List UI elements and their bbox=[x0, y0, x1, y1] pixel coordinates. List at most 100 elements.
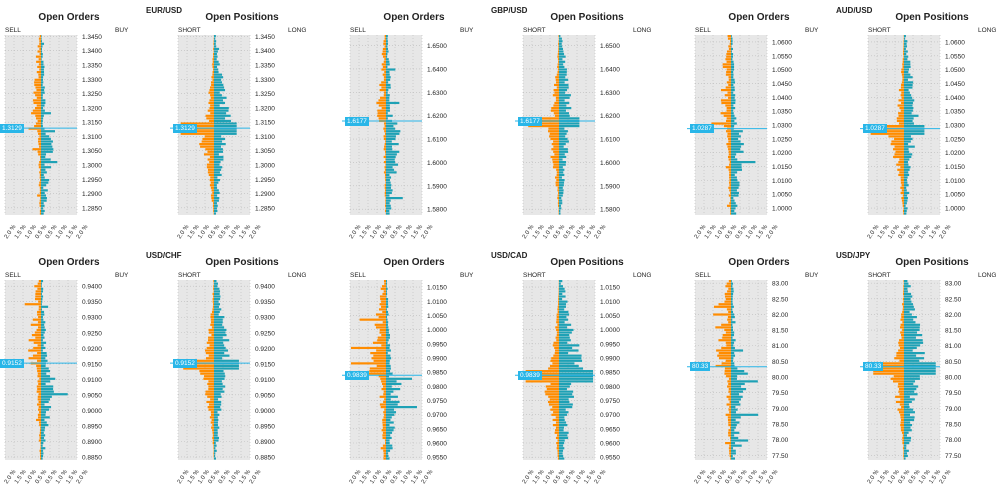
sell-bar bbox=[898, 385, 904, 387]
sell-bar bbox=[726, 344, 731, 346]
sell-bar bbox=[558, 200, 559, 202]
current-price-label: 0.9152 bbox=[173, 359, 197, 368]
buy-bar bbox=[214, 311, 220, 313]
buy-bar bbox=[731, 205, 737, 207]
sell-bar bbox=[212, 429, 214, 431]
buy-bar bbox=[41, 360, 48, 362]
buy-bar bbox=[214, 117, 225, 119]
sell-bar bbox=[376, 313, 386, 315]
sell-bar bbox=[893, 156, 904, 158]
sell-bar bbox=[719, 352, 731, 354]
buy-bar bbox=[214, 290, 220, 292]
buy-bar bbox=[386, 68, 395, 70]
sell-bar bbox=[551, 357, 559, 359]
orders-chart: 1.01501.01001.00501.00000.99500.99000.98… bbox=[350, 280, 482, 500]
sell-bar bbox=[39, 38, 41, 40]
buy-bar bbox=[904, 192, 909, 194]
buy-bar bbox=[214, 169, 221, 171]
buy-bar bbox=[386, 344, 390, 346]
sell-bar bbox=[545, 393, 559, 395]
sell-bar bbox=[384, 94, 386, 96]
buy-bar bbox=[731, 53, 733, 55]
buy-bar bbox=[41, 321, 45, 323]
sell-bar bbox=[383, 411, 386, 413]
orders-left-label: SELL bbox=[5, 272, 21, 279]
sell-bar bbox=[385, 187, 386, 189]
sell-bar bbox=[903, 288, 904, 290]
sell-bar bbox=[39, 146, 41, 148]
buy-bar bbox=[904, 391, 914, 393]
x-tick-label: 2.0 % bbox=[249, 469, 263, 486]
sell-bar bbox=[383, 401, 386, 403]
buy-bar bbox=[214, 122, 237, 124]
buy-bar bbox=[559, 84, 569, 86]
sell-bar bbox=[557, 439, 559, 441]
buy-bar bbox=[41, 329, 46, 331]
sell-bar bbox=[34, 342, 41, 344]
sell-bar bbox=[721, 99, 731, 101]
buy-bar bbox=[214, 184, 217, 186]
buy-bar bbox=[214, 380, 222, 382]
sell-bar bbox=[213, 293, 214, 295]
buy-bar bbox=[731, 445, 742, 447]
sell-bar bbox=[901, 316, 904, 318]
sell-bar bbox=[213, 61, 214, 63]
sell-bar bbox=[554, 342, 559, 344]
buy-bar bbox=[731, 290, 734, 292]
sell-bar bbox=[729, 388, 731, 390]
sell-bar bbox=[384, 156, 386, 158]
sell-bar bbox=[209, 409, 214, 411]
buy-bar bbox=[904, 316, 917, 318]
buy-bar bbox=[904, 355, 916, 357]
sell-bar bbox=[39, 76, 41, 78]
sell-bar bbox=[210, 344, 214, 346]
sell-bar bbox=[381, 81, 386, 83]
buy-bar bbox=[904, 153, 912, 155]
buy-bar bbox=[904, 66, 911, 68]
sell-bar bbox=[385, 202, 386, 204]
sell-bar bbox=[901, 102, 904, 104]
buy-bar bbox=[41, 385, 53, 387]
sell-bar bbox=[38, 316, 41, 318]
sell-bar bbox=[377, 365, 386, 367]
buy-bar bbox=[904, 319, 913, 321]
sell-bar bbox=[725, 370, 731, 372]
sell-bar bbox=[213, 202, 214, 204]
buy-bar bbox=[41, 398, 50, 400]
y-tick-label: 78.00 bbox=[945, 437, 962, 444]
sell-bar bbox=[384, 130, 386, 132]
buy-bar bbox=[386, 107, 390, 109]
sell-bar bbox=[558, 295, 559, 297]
buy-bar bbox=[214, 135, 221, 137]
sell-bar bbox=[39, 135, 41, 137]
buy-bar bbox=[41, 81, 43, 83]
sell-bar bbox=[723, 63, 731, 65]
orders-title: Open Orders bbox=[699, 257, 819, 268]
sell-bar bbox=[206, 117, 214, 119]
sell-bar bbox=[727, 319, 731, 321]
sell-bar bbox=[557, 324, 559, 326]
sell-bar bbox=[557, 56, 559, 58]
buy-bar bbox=[559, 205, 561, 207]
sell-bar bbox=[211, 313, 214, 315]
buy-bar bbox=[559, 130, 568, 132]
buy-bar bbox=[386, 311, 388, 313]
sell-bar bbox=[903, 205, 904, 207]
buy-bar bbox=[386, 38, 388, 40]
sell-bar bbox=[29, 357, 41, 359]
buy-bar bbox=[214, 409, 221, 411]
sell-bar bbox=[726, 375, 731, 377]
sell-bar bbox=[553, 419, 559, 421]
buy-bar bbox=[41, 447, 45, 449]
buy-bar bbox=[41, 76, 43, 78]
buy-bar bbox=[386, 97, 389, 99]
buy-bar bbox=[41, 153, 46, 155]
sell-bar bbox=[206, 401, 214, 403]
buy-bar bbox=[386, 92, 388, 94]
buy-bar bbox=[731, 107, 735, 109]
buy-bar bbox=[386, 439, 390, 441]
sell-bar bbox=[379, 104, 386, 106]
buy-bar bbox=[559, 194, 563, 196]
sell-bar bbox=[903, 43, 904, 45]
sell-bar bbox=[379, 308, 386, 310]
